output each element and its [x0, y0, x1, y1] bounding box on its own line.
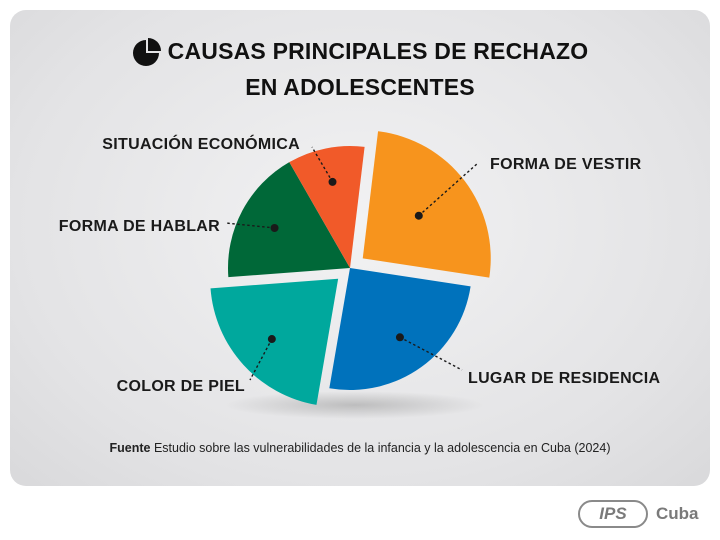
leader-line — [399, 336, 463, 371]
pie-slice-forma-de-vestir — [362, 131, 491, 278]
pie-shadow — [225, 391, 485, 419]
slice-label: FORMA DE HABLAR — [59, 218, 220, 235]
leader-line — [311, 146, 334, 183]
ips-logo-icon: IPS — [578, 500, 648, 528]
title-line-2: EN ADOLESCENTES — [245, 73, 475, 100]
leader-dot — [270, 223, 279, 232]
leader-dot — [328, 177, 337, 186]
source-label: Fuente — [109, 441, 151, 455]
slice-label: COLOR DE PIEL — [117, 378, 245, 395]
brand-logo: IPS Cuba — [578, 500, 699, 528]
slice-label: FORMA DE VESTIR — [490, 156, 642, 173]
leader-dot — [395, 333, 404, 342]
slice-label: SITUACIÓN ECONÓMICA — [102, 134, 300, 153]
leader-line — [418, 162, 479, 217]
brand-name: Cuba — [656, 504, 699, 523]
chart-title: CAUSAS PRINCIPALES DE RECHAZO EN ADOLESC… — [0, 36, 720, 103]
title-line-1: CAUSAS PRINCIPALES DE RECHAZO — [167, 38, 589, 64]
pie-slice-situaci-n-econ-mica — [289, 146, 365, 268]
slice-label: LUGAR DE RESIDENCIA — [468, 370, 661, 387]
pie-slice-lugar-de-residencia — [329, 268, 471, 391]
pie-slice-forma-de-hablar — [228, 162, 350, 278]
source-text: Estudio sobre las vulnerabilidades de la… — [153, 441, 611, 455]
leader-dot — [267, 335, 276, 344]
leader-dot — [414, 211, 423, 220]
leader-line — [225, 222, 275, 229]
source-note: Fuente Estudio sobre las vulnerabilidade… — [0, 441, 720, 455]
pie-chart-icon — [132, 37, 161, 66]
